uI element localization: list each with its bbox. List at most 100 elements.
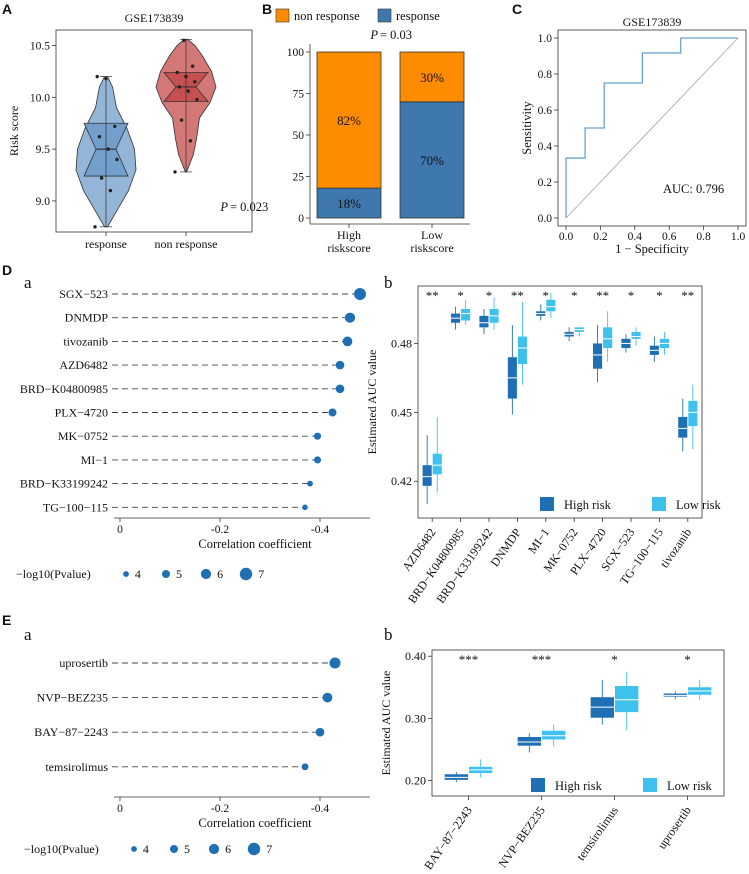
y-tick-label: 10.0 [30,92,50,104]
significance-marker: * [656,288,663,303]
box [593,343,603,369]
y-tick-label: 25 [293,172,305,184]
sublabel-d-a: a [24,273,32,292]
chart-title: GSE173839 [125,11,184,25]
panel-d-a-lollipop-chart: SGX−523 DNMDP tivozanib AZD6482 BRD−K0480098… [16,287,370,581]
size-legend-dot [200,568,212,580]
box [517,736,541,746]
data-point [177,85,182,89]
y-tick-label: 1.0 [538,33,553,45]
size-legend-label: 6 [225,842,231,856]
x-tick-label: non response [155,237,218,251]
panel-letter-e: E [2,612,11,628]
lollipop-dot [301,763,309,771]
legend-swatch [275,8,290,23]
legend-label: non response [294,9,360,23]
significance-marker: * [611,652,618,667]
significance-marker: * [457,288,464,303]
significance-marker: * [543,288,550,303]
y-tick-label: 0.30 [405,711,426,725]
x-tick-label: temsirolimus [574,803,622,863]
y-tick-label: 50 [293,130,305,142]
data-point [182,38,186,43]
box [678,416,688,438]
legend-swatch [377,8,392,23]
x-tick-label: MI−1 [525,526,552,557]
x-tick-label: BAY−87−2243 [421,804,475,872]
x-tick-label: -0.4 [311,803,329,815]
data-point [104,76,108,81]
data-point [186,89,190,93]
significance-marker: * [628,288,635,303]
bar-non-response [399,51,465,103]
panel-c-roc-chart: GSE173839 0.0 0.0 0.2 0.2 0.4 0.4 0.6 0.6 0.8 0.8 1… [520,15,747,256]
significance-marker: *** [532,652,552,667]
panel-letter-c: C [512,1,522,17]
sublabel-d-b: b [384,273,393,292]
lollipop-dot [302,504,308,511]
data-point [97,134,102,139]
x-tick-label: uprosertib [655,804,694,852]
bar-non-response [316,51,382,189]
y-tick-label: 100 [287,47,305,59]
x-tick-label: 1.0 [731,231,746,243]
p-value-symbol: P [369,28,378,42]
data-point [179,118,184,122]
panel-e-a-lollipop-chart: uprosertib NVP−BEZ235 BAY−87−2243 temsiroli… [24,656,370,856]
bar-response [316,187,382,219]
bar-data-label: 70% [420,153,444,168]
significance-marker: * [571,288,578,303]
lollipop-dot [322,692,333,703]
legend-label: Low risk [667,779,713,793]
drug-label: uprosertib [59,656,108,670]
chart-title: GSE173839 [623,15,682,29]
size-legend-dot [239,567,253,581]
panel-e-b-box-chart: 0.20 0.30 0.40 Estimated AUC value *** BAY−87… [379,649,725,872]
drug-label: DNMDP [65,311,109,325]
y-tick-label: 0.0 [538,213,553,225]
y-tick-label: 75 [293,89,305,101]
box [432,453,442,475]
y-tick-label: 0.6 [538,105,553,117]
drug-label: PLX−4720 [55,406,108,420]
data-point [193,80,197,84]
y-tick-label: 0.48 [391,336,412,350]
y-tick-label: 0.4 [538,141,553,153]
box [542,730,566,740]
auc-annotation: AUC: 0.796 [663,182,724,196]
x-tick-label: Low [421,228,443,242]
data-point [115,157,119,162]
size-legend-label: 5 [176,567,182,581]
size-legend-dot [131,846,137,852]
data-point [195,97,199,102]
data-point [106,147,110,151]
data-point [93,225,97,229]
drug-label: tivozanib [63,334,108,348]
x-axis-label: Correlation coefficient [198,816,312,830]
drug-label: BRD−K33199242 [20,477,108,491]
box [615,686,639,713]
drug-label: SGX−523 [59,287,108,301]
p-value-annotation: = 0.023 [230,200,268,214]
significance-marker: * [684,652,691,667]
plot-frame [417,285,703,519]
y-axis-label: Estimated AUC value [379,671,393,776]
p-value-symbol: P [219,200,228,214]
y-tick-label: 0.45 [391,405,412,419]
data-point [113,124,117,129]
lollipop-dot [342,336,353,347]
size-legend-title: −log10(Pvalue) [24,842,99,856]
lollipop-dot [344,312,356,323]
size-legend-label: 4 [143,842,149,856]
legend-swatch [540,497,554,511]
lollipop-dot [329,657,341,669]
size-legend-title: −log10(Pvalue) [16,567,91,581]
roc-curve [565,37,738,218]
drug-label: temsirolimus [45,760,108,774]
drug-label: MK−0752 [58,429,108,443]
x-axis-label: Correlation coefficient [198,537,312,551]
size-legend-dot [170,845,178,853]
significance-marker: ** [511,288,524,303]
size-legend-label: 7 [266,842,272,856]
